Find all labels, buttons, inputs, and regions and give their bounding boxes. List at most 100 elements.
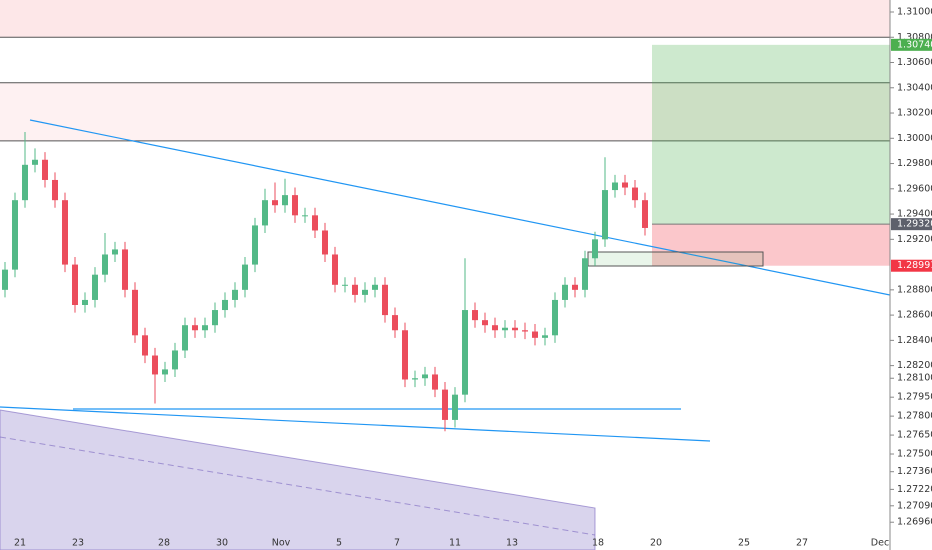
candle-body (262, 200, 268, 226)
y-tick-label: 1.30600 (897, 57, 932, 68)
x-tick-label: 20 (650, 538, 662, 549)
candle-body (502, 327, 508, 331)
y-tick-label: 1.29400 (897, 209, 932, 220)
candle-body (422, 374, 428, 379)
candle-body (492, 325, 498, 331)
x-tick-label: 23 (72, 538, 84, 549)
candle-body (232, 289, 238, 300)
candle-body (292, 195, 298, 216)
x-tick-label: Dec (871, 538, 889, 549)
candle-body (112, 249, 118, 255)
candle-body (352, 284, 358, 295)
y-tick-label: 1.27220 (897, 484, 932, 495)
candle-body (52, 179, 58, 201)
candle-body (152, 355, 158, 375)
y-tick-label: 1.27800 (897, 411, 932, 422)
zone (0, 82, 890, 141)
candle-body (322, 230, 328, 255)
candle-body (272, 200, 278, 206)
candle-body (512, 327, 518, 331)
y-tick-label: 1.27360 (897, 466, 932, 477)
y-tick-label: 1.30800 (897, 32, 932, 43)
candle-body (282, 195, 288, 206)
candle-body (612, 182, 618, 191)
candle-body (312, 215, 318, 231)
candle-body (92, 274, 98, 300)
candle-body (22, 164, 28, 201)
candle-body (592, 239, 598, 259)
y-tick-label: 1.27650 (897, 430, 932, 441)
candle-body (382, 284, 388, 316)
channel-mid (0, 436, 596, 536)
candle-body (642, 200, 648, 228)
candle-body (242, 264, 248, 290)
price-axis (890, 0, 932, 550)
y-tick-label: 1.27500 (897, 449, 932, 460)
stop-zone (652, 224, 890, 266)
candle-body (182, 325, 188, 351)
range-box (587, 251, 764, 267)
y-tick-label: 1.26960 (897, 517, 932, 528)
candle-body (392, 315, 398, 331)
y-tick-label: 1.28800 (897, 284, 932, 295)
zones (0, 0, 890, 266)
candle-body (442, 389, 448, 420)
candle-body (562, 284, 568, 300)
y-tick-label: 1.28400 (897, 335, 932, 346)
candle-body (402, 330, 408, 380)
y-tick-label: 1.29600 (897, 183, 932, 194)
candle-body (622, 182, 628, 188)
candle-body (32, 159, 38, 165)
candle-body (452, 394, 458, 420)
candle-body (412, 378, 418, 380)
price-label: 1.30740 (897, 39, 932, 50)
candle-body (122, 249, 128, 290)
candle-body (572, 284, 578, 290)
price-label-box (891, 218, 932, 231)
candle-body (62, 200, 68, 265)
candle-body (82, 299, 88, 305)
candle-body (582, 258, 588, 290)
y-tick-label: 1.30200 (897, 108, 932, 119)
x-tick-label: 30 (216, 538, 228, 549)
price-label-box (891, 259, 932, 272)
candle-body (192, 325, 198, 331)
x-tick-label: 18 (592, 538, 604, 549)
channel-border (0, 409, 596, 550)
candle-body (162, 369, 168, 375)
channel (0, 410, 595, 550)
y-tick-label: 1.30000 (897, 133, 932, 144)
trendline (0, 406, 711, 442)
price-label: 1.29320 (897, 219, 932, 230)
candle-body (12, 200, 18, 270)
candle-body (142, 335, 148, 356)
y-tick-label: 1.30400 (897, 82, 932, 93)
candle-body (472, 310, 478, 321)
candle-body (532, 331, 538, 338)
x-tick-label: Nov (272, 538, 291, 549)
price-label-box (891, 38, 932, 51)
y-tick-label: 1.28100 (897, 373, 932, 384)
x-tick-label: 11 (449, 538, 461, 549)
candle-body (202, 325, 208, 331)
candle-body (42, 159, 48, 180)
candle-body (222, 299, 228, 311)
candle-body (332, 254, 338, 285)
candle-body (102, 254, 108, 275)
candle-body (362, 289, 368, 295)
x-tick-label: 5 (336, 538, 342, 549)
candle-body (2, 269, 8, 290)
candle-body (172, 350, 178, 370)
candle-body (72, 264, 78, 305)
axis: 1.31000 1.30800 1.30600 1.30400 1.30200 1.300… (14, 6, 932, 549)
y-tick-label: 1.31000 (897, 6, 932, 17)
candle-body (602, 190, 608, 240)
candle-body (552, 299, 558, 336)
x-tick-label: 21 (14, 538, 26, 549)
y-tick-label: 1.29200 (897, 234, 932, 245)
candle-body (482, 320, 488, 326)
candle-body (462, 310, 468, 395)
candle-body (632, 187, 638, 201)
